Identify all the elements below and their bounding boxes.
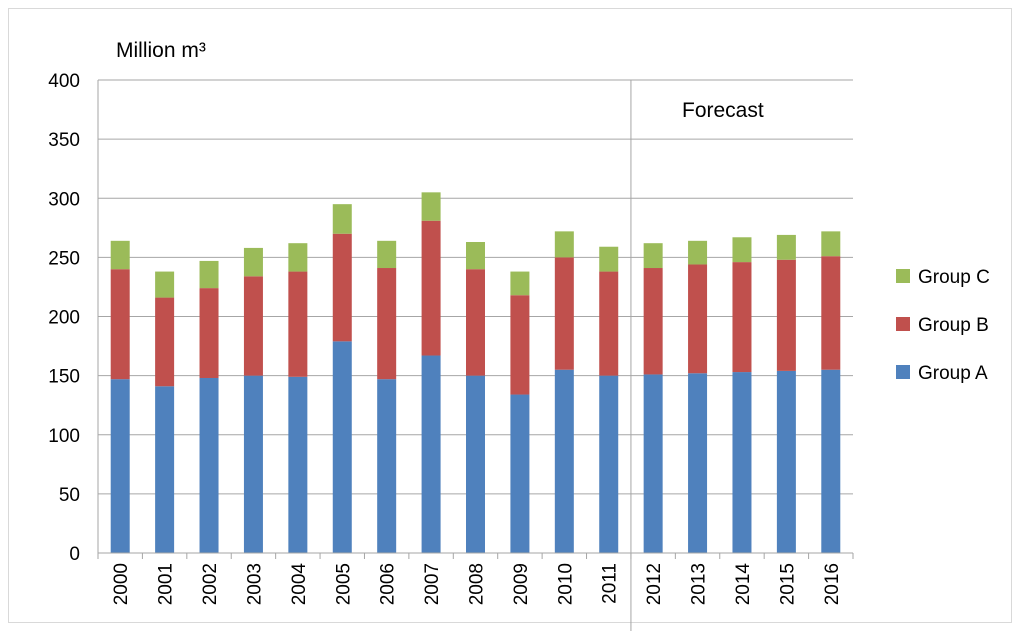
bar-segment-group-c xyxy=(776,234,796,260)
x-tick-label: 2006 xyxy=(378,563,399,605)
bar-segment-group-c xyxy=(110,240,130,270)
y-tick-labels: 0 50 100 150 200 250 300 350 400 xyxy=(48,71,80,565)
bar-segment-group-c xyxy=(510,271,530,296)
bar-segment-group-b xyxy=(199,288,219,378)
bar-segment-group-b xyxy=(776,259,796,371)
bar-segment-group-c xyxy=(688,240,708,265)
bar-segment-group-a xyxy=(199,377,219,553)
bar-segment-group-b xyxy=(155,297,175,387)
bar-segment-group-a xyxy=(377,379,397,553)
bar-segment-group-c xyxy=(243,247,263,277)
bar-segment-group-a xyxy=(288,376,308,553)
x-tick-label: 2015 xyxy=(777,563,798,605)
forecast-annotation: Forecast xyxy=(682,99,764,122)
bar-segment-group-b xyxy=(288,271,308,377)
bar-segment-group-b xyxy=(421,220,441,356)
bar-segment-group-a xyxy=(599,375,619,553)
bar-segment-group-b xyxy=(554,257,574,370)
bar-segment-group-a xyxy=(110,379,130,553)
bar-segment-group-b xyxy=(377,268,397,380)
bar-segment-group-b xyxy=(466,269,485,376)
bar-segment-group-a xyxy=(510,394,530,553)
y-tick-label: 50 xyxy=(59,485,80,506)
bar-segment-group-a xyxy=(554,369,574,553)
bar-segment-group-a xyxy=(466,375,485,553)
x-tick-labels: 2000 2001 2002 2003 2004 2005 2006 2007 2008 2009… xyxy=(111,563,843,606)
x-tick-label: 2011 xyxy=(600,563,621,604)
bar-segment-group-c xyxy=(421,192,441,221)
bar-segment-group-a xyxy=(155,386,175,553)
y-tick-label: 200 xyxy=(48,308,80,329)
legend-swatch-group-a xyxy=(896,365,910,379)
y-axis-title: Million m³ xyxy=(116,39,206,62)
bar-segment-group-a xyxy=(643,374,663,553)
legend-swatch-group-c xyxy=(896,269,910,283)
x-tick-label: 2002 xyxy=(200,563,221,605)
x-tick-label: 2010 xyxy=(555,563,576,605)
x-tick-label: 2000 xyxy=(111,563,132,605)
legend-label: Group A xyxy=(918,363,988,384)
bar-segment-group-b xyxy=(243,276,263,376)
y-tick-label: 300 xyxy=(48,189,80,210)
x-tick-label: 2001 xyxy=(156,563,177,605)
legend-label: Group C xyxy=(918,267,990,288)
bar-segment-group-c xyxy=(599,246,619,272)
legend-swatch-group-b xyxy=(896,317,910,331)
bar-segment-group-a xyxy=(821,369,841,553)
bar-segment-group-a xyxy=(732,372,752,553)
bars xyxy=(98,192,853,554)
bar-segment-group-a xyxy=(688,373,708,553)
y-tick-label: 150 xyxy=(48,367,80,388)
x-tick-label: 2003 xyxy=(244,563,265,605)
bar-segment-group-b xyxy=(821,256,841,370)
x-tick-label: 2004 xyxy=(289,563,310,606)
bar-segment-group-c xyxy=(732,237,752,263)
bar-segment-group-c xyxy=(821,231,841,257)
x-tick-label: 2005 xyxy=(333,563,354,605)
y-tick-label: 250 xyxy=(48,248,80,269)
y-tick-label: 0 xyxy=(69,544,80,565)
bar-segment-group-b xyxy=(643,268,663,375)
bar-segment-group-a xyxy=(776,370,796,553)
y-tick-label: 100 xyxy=(48,426,80,447)
chart-frame xyxy=(8,8,1012,623)
x-tick-label: 2013 xyxy=(689,563,710,605)
x-tick-label: 2009 xyxy=(511,563,532,605)
bar-segment-group-c xyxy=(466,242,485,270)
x-tick-label: 2007 xyxy=(422,563,443,605)
legend-label: Group B xyxy=(918,315,989,336)
bar-segment-group-c xyxy=(155,271,175,298)
bar-segment-group-c xyxy=(643,243,663,269)
bar-segment-group-b xyxy=(688,264,708,374)
bar-segment-group-b xyxy=(110,269,130,380)
x-tick-label: 2012 xyxy=(644,563,665,605)
y-tick-label: 350 xyxy=(48,130,80,151)
x-tick-label: 2008 xyxy=(467,563,488,605)
bar-segment-group-b xyxy=(332,233,352,342)
y-tick-label: 400 xyxy=(48,71,80,92)
bar-segment-group-c xyxy=(554,231,574,258)
bar-segment-group-c xyxy=(377,240,397,269)
bar-segment-group-b xyxy=(510,295,530,395)
bar-segment-group-c xyxy=(288,243,308,272)
bar-segment-group-b xyxy=(599,271,619,376)
x-tick-label: 2016 xyxy=(822,563,843,605)
bar-segment-group-c xyxy=(199,260,219,289)
legend: Group C Group B Group A xyxy=(896,267,990,384)
bar-segment-group-a xyxy=(421,355,441,553)
bar-segment-group-c xyxy=(332,204,352,234)
x-tick-label: 2014 xyxy=(733,563,754,606)
bar-segment-group-b xyxy=(732,262,752,373)
bar-segment-group-a xyxy=(243,375,263,553)
bar-segment-group-a xyxy=(332,341,352,553)
